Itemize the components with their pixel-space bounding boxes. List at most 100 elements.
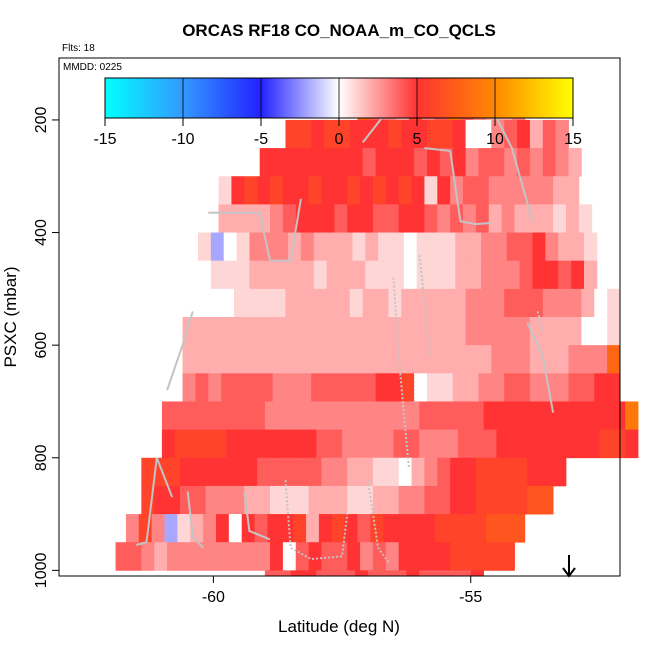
heatmap-cell: [208, 345, 222, 374]
heatmap-cell: [339, 232, 353, 262]
heatmap-cell: [378, 232, 392, 262]
heatmap-cell: [210, 260, 225, 290]
heatmap-cell: [437, 542, 451, 571]
heatmap-cell: [390, 232, 405, 262]
heatmap-cell: [475, 485, 490, 515]
heatmap-cell: [195, 373, 209, 402]
heatmap-cell: [324, 119, 338, 149]
heatmap-cell: [558, 260, 572, 290]
heatmap-cell: [450, 204, 464, 233]
heatmap-cell: [326, 232, 340, 262]
heatmap-cell: [272, 148, 286, 177]
heatmap-cell: [414, 317, 428, 346]
heatmap-cell: [483, 429, 497, 459]
heatmap-cell: [465, 373, 479, 402]
heatmap-cell: [221, 317, 235, 346]
heatmap-cell: [365, 232, 379, 262]
heatmap-cell: [542, 119, 557, 149]
heatmap-cell: [195, 317, 209, 346]
heatmap-cell: [568, 345, 582, 374]
y-tick-label: 400: [33, 219, 50, 246]
heatmap-cell: [295, 457, 310, 487]
heatmap-cell: [179, 457, 194, 487]
heatmap-cell: [349, 119, 364, 149]
heatmap-cell: [424, 204, 438, 233]
heatmap-cell: [378, 260, 392, 290]
heatmap-cell: [427, 373, 441, 402]
heatmap-cell: [411, 176, 425, 205]
heatmap-cell: [197, 260, 212, 290]
flights-label: Flts: 18: [62, 43, 95, 54]
heatmap-cell: [555, 373, 569, 402]
heatmap-cell: [308, 176, 322, 205]
heatmap-cell: [300, 232, 315, 262]
heatmap-cell: [540, 204, 554, 233]
down-arrow-icon: [562, 555, 576, 578]
heatmap-cell: [398, 485, 412, 515]
heatmap-cell: [401, 317, 415, 346]
heatmap-cell: [375, 345, 389, 374]
heatmap-cell: [383, 514, 397, 543]
heatmap-cell: [581, 345, 595, 374]
heatmap-cell: [504, 373, 518, 402]
heatmap-cell: [324, 345, 338, 374]
heatmap-cell: [393, 401, 407, 431]
heatmap-cell: [547, 401, 562, 431]
heatmap-cell: [316, 401, 330, 431]
heatmap-cell: [308, 542, 322, 571]
heatmap-cell: [182, 288, 196, 318]
heatmap-cell: [192, 485, 207, 515]
heatmap-cell: [517, 288, 531, 318]
heatmap-cell: [452, 317, 466, 346]
heatmap-cell: [370, 514, 384, 543]
heatmap-cell: [583, 260, 598, 290]
heatmap-cell: [594, 288, 608, 318]
heatmap-cell: [388, 317, 402, 346]
heatmap-cell: [321, 176, 335, 205]
heatmap-cell: [226, 429, 240, 459]
heatmap-cell: [334, 204, 348, 233]
heatmap-cell: [375, 373, 389, 402]
heatmap-cell: [424, 485, 438, 515]
heatmap-cell: [349, 345, 364, 374]
heatmap-cell: [488, 204, 503, 233]
heatmap-cell: [208, 317, 222, 346]
heatmap-cell: [385, 542, 400, 571]
heatmap-cell: [468, 260, 482, 290]
heatmap-cell: [517, 119, 531, 149]
plot-frame: [58, 57, 621, 577]
heatmap-cell: [272, 373, 286, 402]
heatmap-cell: [179, 542, 194, 571]
heatmap-cell: [457, 429, 472, 459]
heatmap-cell: [403, 260, 418, 290]
heatmap-cell: [517, 317, 531, 346]
x-axis: -60 -55: [202, 576, 482, 606]
heatmap-cell: [218, 176, 232, 205]
heatmap-cell: [347, 176, 361, 205]
heatmap-cell: [414, 345, 428, 374]
heatmap-cell: [349, 373, 364, 402]
heatmap-cell: [349, 288, 364, 318]
heatmap-cell: [282, 176, 297, 205]
heatmap-cell: [427, 119, 441, 149]
heatmap-cell: [529, 119, 544, 149]
heatmap-cell: [311, 148, 325, 177]
heatmap-cell: [558, 232, 572, 262]
heatmap-cell: [491, 288, 505, 318]
heatmap-cell: [375, 317, 389, 346]
heatmap-cell: [298, 317, 312, 346]
heatmap-cell: [303, 429, 317, 459]
heatmap-cell: [463, 204, 477, 233]
heatmap-cell: [514, 485, 528, 515]
heatmap-cell: [200, 429, 214, 459]
colorbar-tick-label: -5: [254, 131, 268, 148]
heatmap-cell: [607, 288, 621, 318]
heatmap-cell: [555, 148, 569, 177]
heatmap-cell: [290, 429, 304, 459]
heatmap-cell: [192, 542, 207, 571]
heatmap-cell: [468, 232, 482, 262]
heatmap-cell: [517, 373, 531, 402]
heatmap-cell: [486, 514, 500, 543]
heatmap-cell: [246, 345, 261, 374]
